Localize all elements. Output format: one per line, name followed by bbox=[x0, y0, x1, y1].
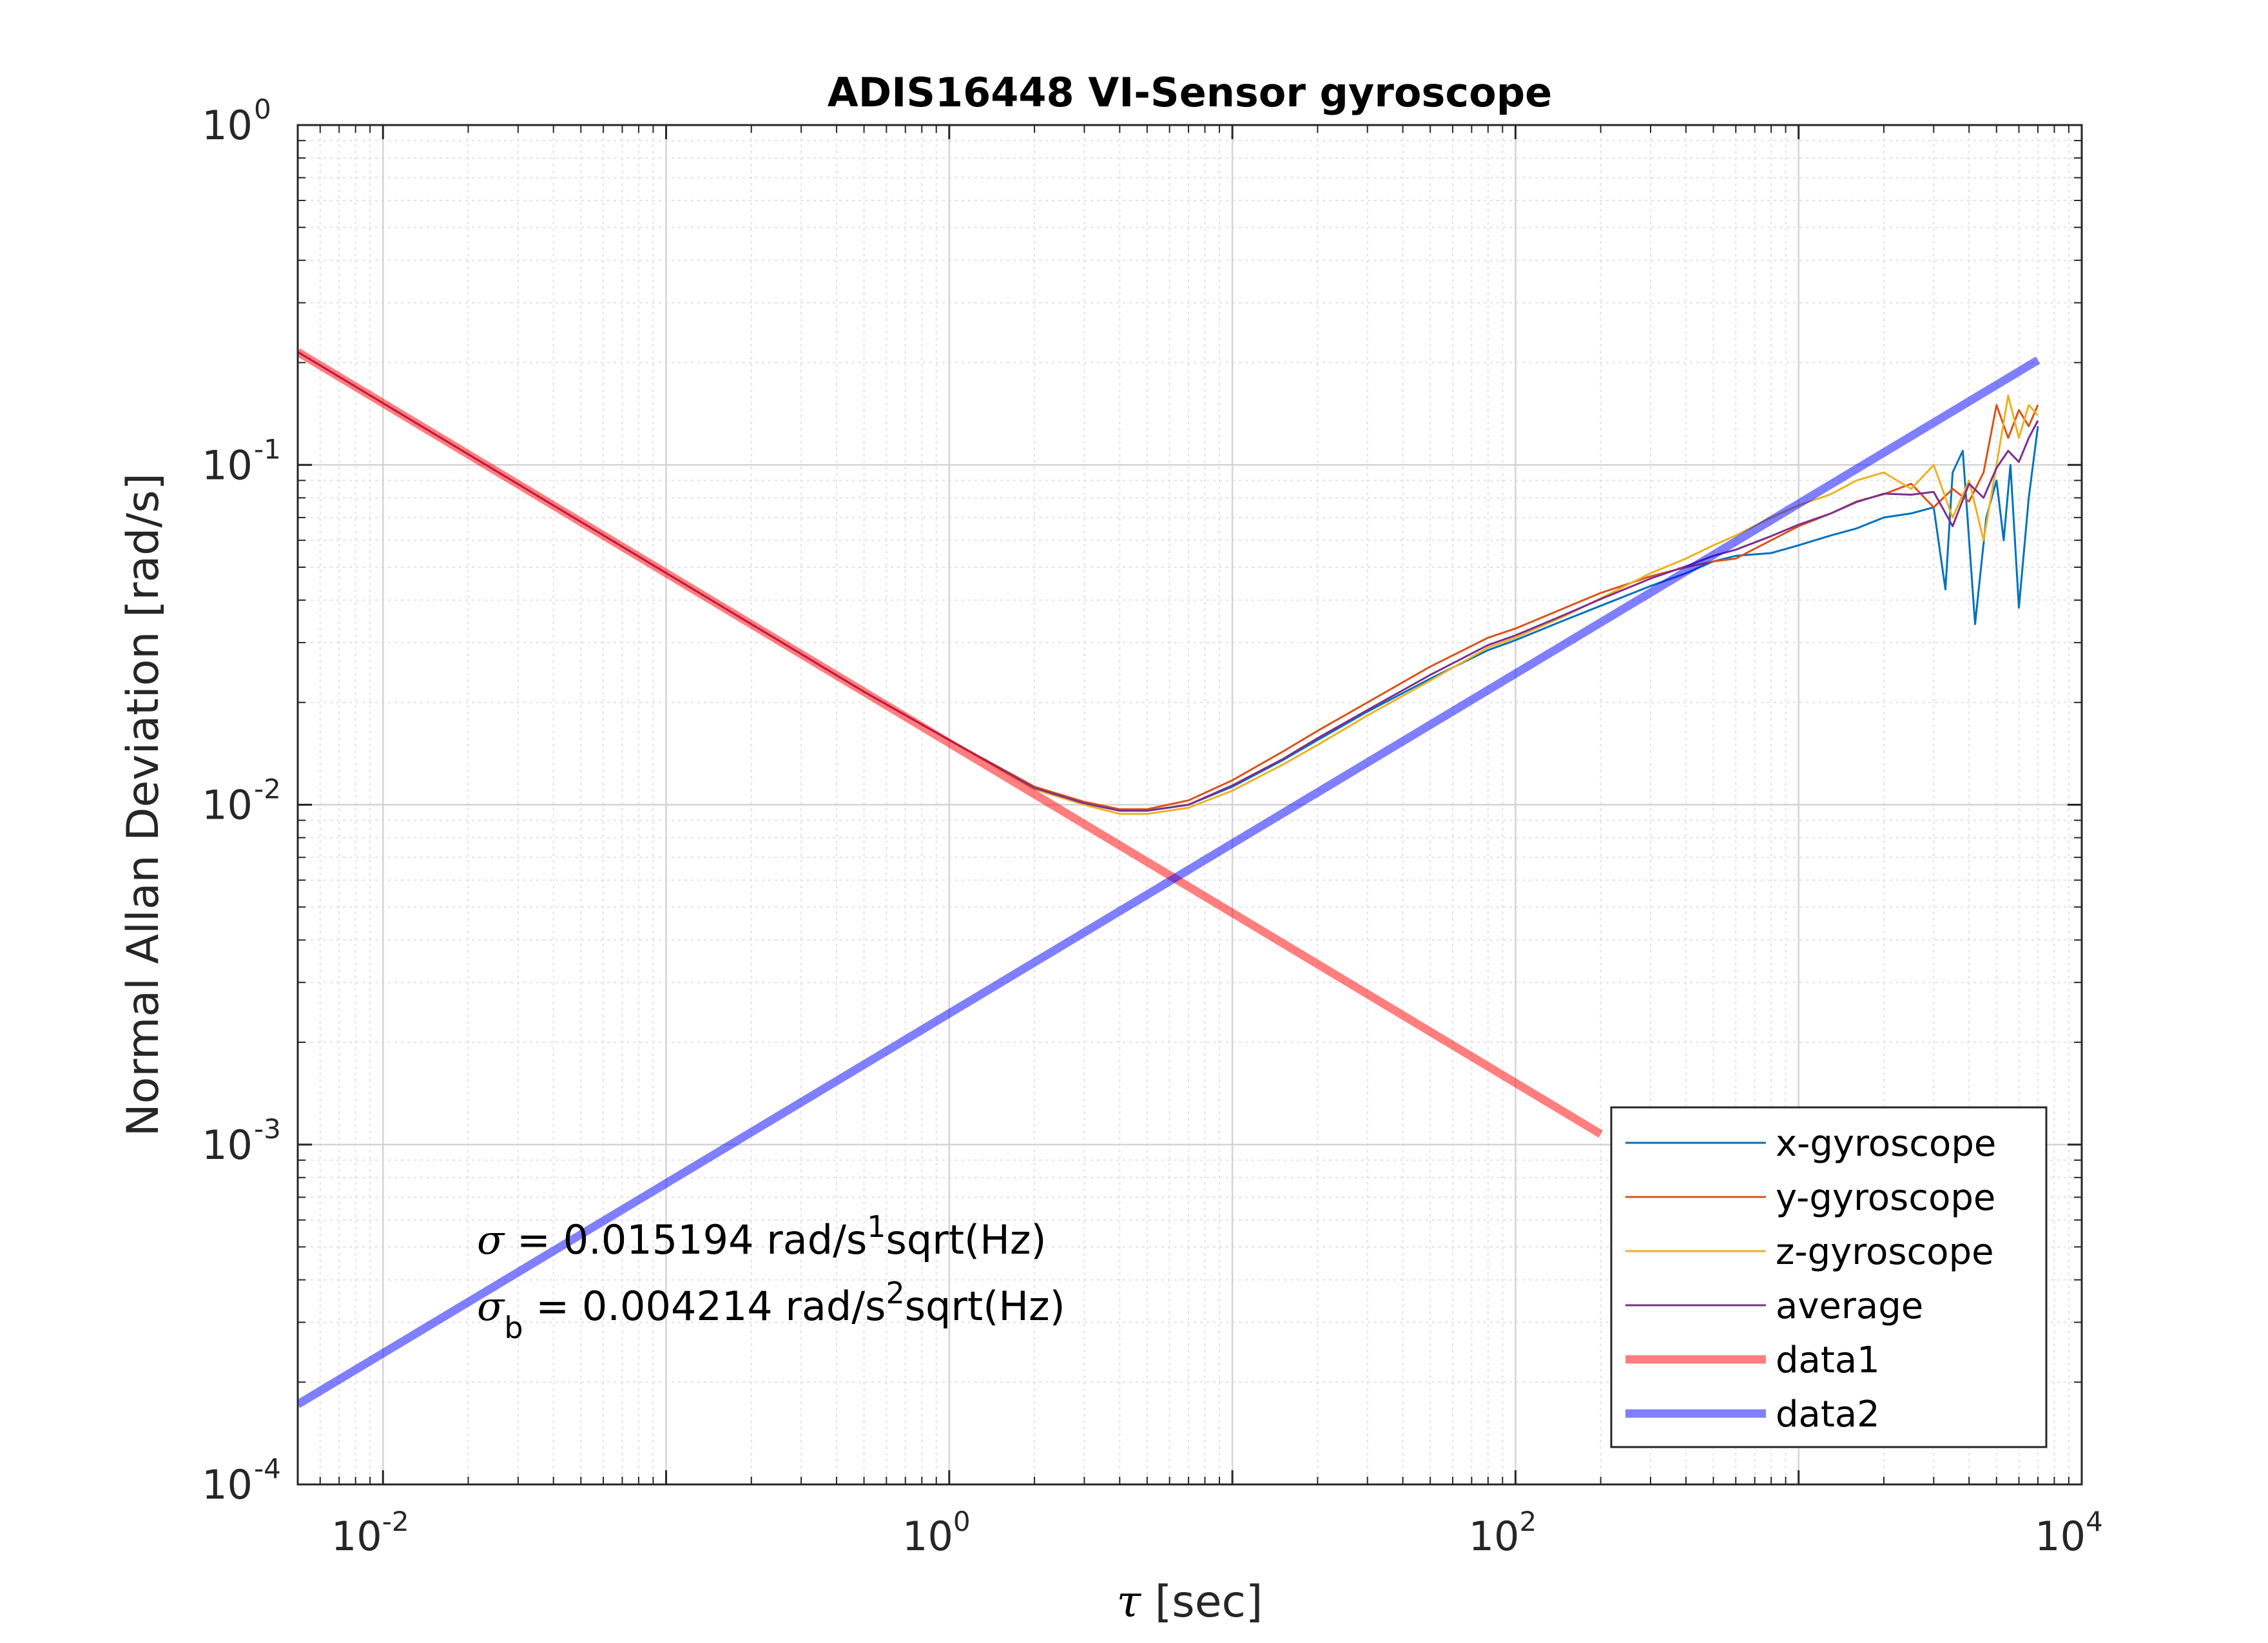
y-tick-label-base: 10 bbox=[202, 1461, 253, 1508]
x-tick-label-exponent: 0 bbox=[953, 1506, 971, 1537]
y-tick-label: 10 bbox=[202, 1461, 253, 1508]
x-tick-label-base: 10 bbox=[2035, 1513, 2086, 1560]
annotation-subscript: b bbox=[504, 1310, 523, 1345]
legend: x-gyroscope y-gyroscope z-gyroscope average… bbox=[1610, 1106, 2048, 1448]
annotations: σ = 0.015194 rad/s1sqrt(Hz)σb = 0.004214… bbox=[477, 1209, 1065, 1345]
y-tick-label-exponent: -1 bbox=[254, 433, 281, 465]
annotation-text: σ = 0.015194 rad/s1sqrt(Hz) bbox=[477, 1209, 1047, 1263]
x-axis-label: τ [sec] bbox=[1117, 1577, 1263, 1628]
annotation-superscript: 2 bbox=[886, 1276, 904, 1310]
x-tick-label-base: 10 bbox=[331, 1513, 382, 1560]
y-tick-label: 10 bbox=[202, 102, 253, 149]
legend-label-data2: data2 bbox=[1776, 1394, 1880, 1435]
legend-label-x-gyroscope: x-gyroscope bbox=[1776, 1123, 1996, 1165]
x-tick-label-exponent: 4 bbox=[2086, 1506, 2103, 1537]
series-line-data2 bbox=[298, 356, 2040, 1408]
x-axis-label-symbol: τ bbox=[1117, 1577, 1142, 1628]
annotation-value: = 0.015194 rad/s bbox=[504, 1216, 867, 1263]
y-axis-label: Normal Allan Deviation [rad/s] bbox=[118, 473, 169, 1136]
legend-label-z-gyroscope: z-gyroscope bbox=[1776, 1231, 1994, 1273]
annotation-unit: sqrt(Hz) bbox=[905, 1283, 1065, 1330]
series-layer bbox=[298, 348, 2040, 1408]
annotation-text: σb = 0.004214 rad/s2sqrt(Hz) bbox=[477, 1276, 1065, 1345]
annotation-value: = 0.004214 rad/s bbox=[523, 1283, 886, 1330]
legend-label-data1: data1 bbox=[1776, 1339, 1880, 1381]
series-line-data1 bbox=[298, 348, 1604, 1138]
y-tick-label-base: 10 bbox=[202, 1122, 253, 1169]
y-tick-label-exponent: -3 bbox=[254, 1113, 281, 1145]
y-tick-label-base: 10 bbox=[202, 442, 253, 489]
annotation-sigma-symbol: σ bbox=[477, 1216, 505, 1263]
legend-box bbox=[1610, 1106, 2048, 1448]
x-tick-label: 100 bbox=[902, 1506, 971, 1560]
x-tick-label-exponent: -2 bbox=[382, 1506, 409, 1537]
x-tick-label: 102 bbox=[1469, 1506, 1537, 1560]
series-line-average bbox=[298, 351, 2039, 812]
y-tick-label: 10 bbox=[202, 442, 253, 489]
plot-area: σ = 0.015194 rad/s1sqrt(Hz)σb = 0.004214… bbox=[296, 124, 2083, 1486]
legend-label-average: average bbox=[1776, 1285, 1923, 1327]
y-tick-label-base: 10 bbox=[202, 782, 253, 829]
y-tick-label-exponent: 0 bbox=[254, 93, 271, 125]
x-tick-label: 104 bbox=[2035, 1506, 2103, 1560]
chart-title: ADIS16448 VI-Sensor gyroscope bbox=[828, 69, 1552, 116]
y-tick-label-base: 10 bbox=[202, 102, 253, 149]
x-tick-label-exponent: 2 bbox=[1519, 1506, 1536, 1537]
annotation-sigma-symbol: σ bbox=[477, 1283, 505, 1330]
x-tick-label: 10-2 bbox=[331, 1506, 409, 1560]
annotation-superscript: 1 bbox=[867, 1209, 886, 1244]
y-tick-label: 10 bbox=[202, 782, 253, 829]
y-tick-label-exponent: -2 bbox=[254, 773, 281, 805]
minor-gridlines bbox=[297, 125, 2082, 1484]
y-tick-label-exponent: -4 bbox=[254, 1453, 281, 1484]
annotation-unit: sqrt(Hz) bbox=[886, 1216, 1047, 1263]
x-tick-label-base: 10 bbox=[1469, 1513, 1520, 1560]
x-axis-label-text: [sec] bbox=[1141, 1577, 1263, 1628]
y-tick-label: 10 bbox=[202, 1122, 253, 1169]
tick-marks bbox=[297, 124, 2083, 1486]
legend-label-y-gyroscope: y-gyroscope bbox=[1776, 1177, 1995, 1219]
x-tick-label-base: 10 bbox=[902, 1513, 953, 1560]
